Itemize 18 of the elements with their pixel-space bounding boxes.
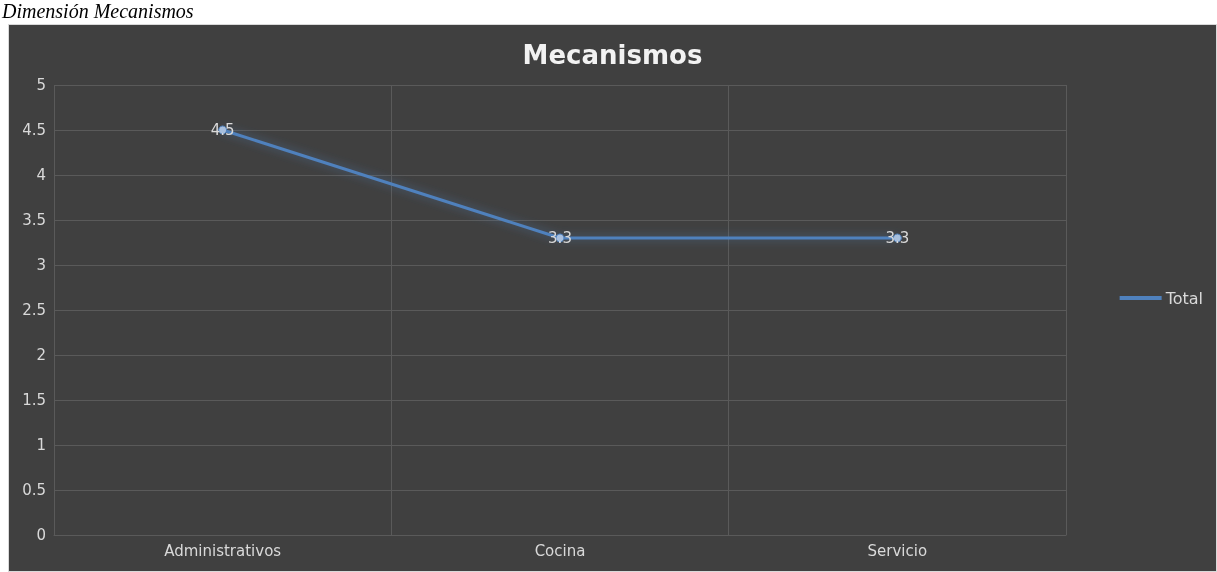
text: Dimensión Mecanismos [2, 0, 194, 22]
x-tick-label: Servicio [867, 541, 928, 560]
legend-label: Total [1164, 288, 1204, 308]
y-tick-label: 1 [36, 436, 46, 454]
y-tick-label: 5 [36, 76, 46, 94]
x-tick-label: Administrativos [164, 541, 282, 560]
y-tick-label: 0.5 [22, 481, 46, 499]
chart-title: Mecanismos [522, 40, 703, 70]
y-tick-label: 0 [36, 526, 46, 544]
y-tick-label: 3.5 [22, 211, 46, 229]
x-tick-label: Cocina [534, 541, 586, 560]
data-label: 3.3 [548, 229, 572, 247]
y-tick-label: 4 [36, 166, 46, 184]
y-tick-label: 4.5 [22, 121, 46, 139]
y-tick-label: 2 [36, 346, 46, 364]
y-tick-label: 1.5 [22, 391, 46, 409]
y-tick-label: 2.5 [22, 301, 46, 319]
y-tick-label: 3 [36, 256, 46, 274]
